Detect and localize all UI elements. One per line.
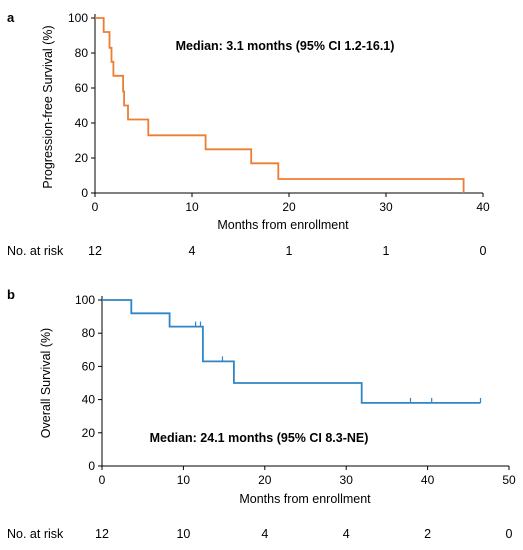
x-tick-label-a: 10 xyxy=(185,200,199,214)
y-tick-label-b: 40 xyxy=(82,393,96,407)
at-risk-count-b: 12 xyxy=(95,527,109,541)
at-risk-count-a: 1 xyxy=(383,244,390,258)
x-axis-label-a: Months from enrollment xyxy=(217,218,349,232)
axes-a: 0 20 40 60 80 100 0 10 20 30 40 xyxy=(68,11,490,214)
y-tick-label-a: 40 xyxy=(75,116,89,130)
curve-a xyxy=(95,17,465,193)
at-risk-count-b: 0 xyxy=(506,527,513,541)
y-tick-label-b: 60 xyxy=(82,359,96,373)
y-tick-label-b: 0 xyxy=(88,459,95,473)
y-axis-label-a: Progression-free Survival (%) xyxy=(41,25,55,188)
median-annotation-a: Median: 3.1 months (95% CI 1.2-16.1) xyxy=(176,39,395,53)
x-axis-label-b: Months from enrollment xyxy=(239,492,371,506)
survival-curve-b xyxy=(102,299,481,404)
y-tick-label-b: 80 xyxy=(82,326,96,340)
y-tick-label-b: 20 xyxy=(82,426,96,440)
x-tick-label-b: 0 xyxy=(99,473,106,487)
at-risk-label-a: No. at risk xyxy=(7,244,64,258)
at-risk-count-a: 4 xyxy=(189,244,196,258)
axes-b: 0 20 40 60 80 100 0 10 20 30 40 50 xyxy=(75,293,516,487)
panel-label-b: b xyxy=(7,287,15,302)
at-risk-count-b: 4 xyxy=(343,527,350,541)
x-tick-label-a: 40 xyxy=(476,200,490,214)
y-axis-label-b: Overall Survival (%) xyxy=(39,328,53,438)
at-risk-count-a: 1 xyxy=(286,244,293,258)
panel-a: a Median: 3.1 months (95% CI 1.2-16.1) M… xyxy=(7,10,490,258)
y-tick-label-a: 20 xyxy=(75,151,89,165)
y-tick-label-b: 100 xyxy=(75,293,95,307)
at-risk-row-a: 12 4 1 1 0 xyxy=(88,244,486,258)
survival-curve-a xyxy=(95,17,465,193)
y-tick-label-a: 80 xyxy=(75,46,89,60)
at-risk-count-a: 0 xyxy=(480,244,487,258)
at-risk-count-b: 10 xyxy=(176,527,190,541)
y-tick-label-a: 0 xyxy=(81,186,88,200)
panel-b: b Median: 24.1 months (95% CI 8.3-NE) Mo… xyxy=(7,287,516,541)
y-tick-label-a: 60 xyxy=(75,81,89,95)
curve-b xyxy=(102,299,482,404)
at-risk-label-b: No. at risk xyxy=(7,527,64,541)
x-tick-label-b: 30 xyxy=(340,473,354,487)
panel-label-a: a xyxy=(7,10,15,25)
median-annotation-b: Median: 24.1 months (95% CI 8.3-NE) xyxy=(150,431,369,445)
at-risk-count-b: 4 xyxy=(261,527,268,541)
x-tick-label-b: 40 xyxy=(421,473,435,487)
x-tick-label-a: 30 xyxy=(379,200,393,214)
x-tick-label-b: 10 xyxy=(177,473,191,487)
at-risk-row-b: 12 10 4 4 2 0 xyxy=(95,527,512,541)
x-tick-label-a: 20 xyxy=(282,200,296,214)
y-tick-label-a: 100 xyxy=(68,11,88,25)
x-tick-label-a: 0 xyxy=(92,200,99,214)
at-risk-count-b: 2 xyxy=(424,527,431,541)
x-tick-label-b: 50 xyxy=(502,473,516,487)
x-tick-label-b: 20 xyxy=(258,473,272,487)
at-risk-count-a: 12 xyxy=(88,244,102,258)
